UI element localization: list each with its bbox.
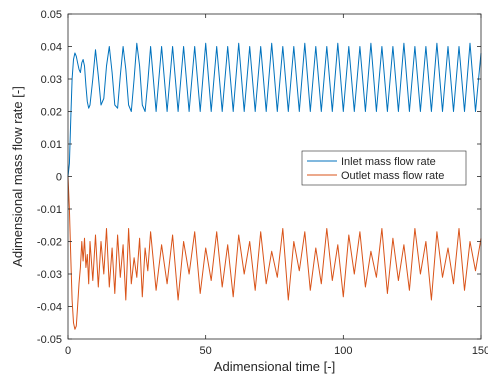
y-tick-label: -0.04 — [37, 302, 62, 314]
y-tick-label: -0.03 — [37, 269, 62, 281]
x-axis-ticks: 0 50 100 150 — [65, 14, 488, 357]
inlet-series-line — [67, 42, 482, 177]
series-layer — [67, 42, 482, 330]
y-tick-label: 0.04 — [41, 42, 62, 54]
y-axis-label: Adimensional mass flow rate [-] — [10, 86, 25, 267]
legend: Inlet mass flow rate Outlet mass flow ra… — [301, 150, 467, 186]
y-tick-label: -0.05 — [37, 334, 62, 346]
y-tick-label: -0.02 — [37, 237, 62, 249]
legend-outlet-label: Outlet mass flow rate — [341, 170, 444, 182]
y-tick-label: 0.03 — [41, 74, 62, 86]
y-tick-label: 0.01 — [41, 139, 62, 151]
x-tick-label: 0 — [65, 345, 71, 357]
legend-box — [301, 150, 467, 186]
y-tick-label: 0.02 — [41, 107, 62, 119]
x-tick-label: 150 — [472, 345, 488, 357]
x-axis-label: Adimensional time [-] — [214, 359, 335, 374]
y-tick-label: 0 — [56, 172, 62, 184]
x-tick-label: 50 — [200, 345, 212, 357]
y-tick-label: 0.05 — [41, 9, 62, 21]
y-axis-ticks: -0.05 -0.04 -0.03 -0.02 -0.01 0 0.01 0.02 0.03 0.… — [37, 9, 481, 346]
outlet-series-line — [67, 176, 482, 330]
legend-inlet-label: Inlet mass flow rate — [341, 156, 436, 168]
y-tick-label: -0.01 — [37, 204, 62, 216]
x-tick-label: 100 — [334, 345, 352, 357]
